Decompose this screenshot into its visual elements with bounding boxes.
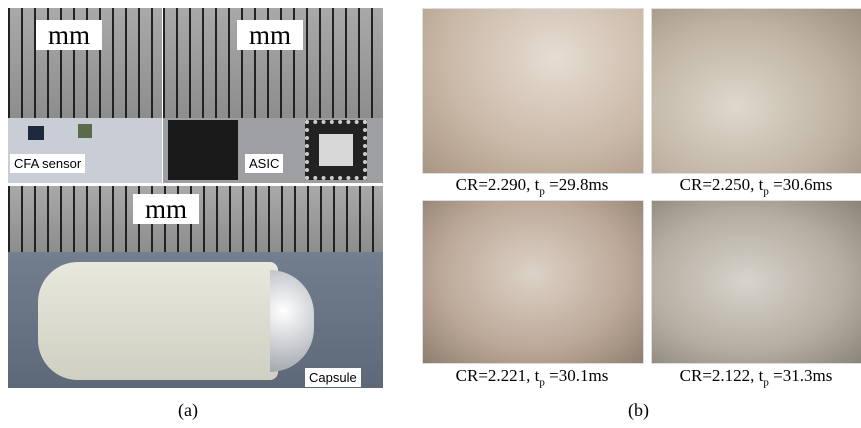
asic-photo: mm ASIC [163, 8, 383, 183]
panel-label: (b) [628, 400, 649, 421]
capsule-dome [270, 270, 314, 372]
scale-label: mm [36, 20, 102, 50]
chip [78, 124, 92, 138]
sensor-photo: mm CFA sensor [8, 8, 162, 183]
chip-die [319, 134, 353, 166]
endoscopic-image [651, 8, 861, 174]
panel-label: (a) [178, 400, 198, 421]
caption-part: =29.8ms [545, 175, 608, 194]
caption-part: CR=2.122, t [680, 366, 764, 385]
caption: CR=2.290, tp =29.8ms [412, 175, 652, 197]
tag: Capsule [305, 368, 361, 387]
caption-part: =31.3ms [769, 366, 832, 385]
caption-part: CR=2.290, t [456, 175, 540, 194]
caption-part: CR=2.250, t [680, 175, 764, 194]
scale-label: mm [237, 20, 303, 50]
caption-part: CR=2.221, t [456, 366, 540, 385]
tag: ASIC [245, 154, 283, 173]
page: mm CFA sensor mm ASIC mm Capsule (a) CR=… [0, 0, 861, 428]
endoscopic-image [651, 200, 861, 364]
chip [28, 126, 44, 140]
caption-part: =30.1ms [545, 366, 608, 385]
tag: CFA sensor [10, 154, 85, 173]
capsule-photo: mm Capsule [8, 186, 383, 388]
scale-label: mm [133, 194, 199, 224]
caption-part: =30.6ms [769, 175, 832, 194]
chip [168, 120, 238, 180]
endoscopic-image [422, 8, 644, 174]
caption: CR=2.221, tp =30.1ms [412, 366, 652, 388]
caption: CR=2.250, tp =30.6ms [641, 175, 861, 197]
caption: CR=2.122, tp =31.3ms [641, 366, 861, 388]
endoscopic-image [422, 200, 644, 364]
capsule [38, 262, 278, 380]
